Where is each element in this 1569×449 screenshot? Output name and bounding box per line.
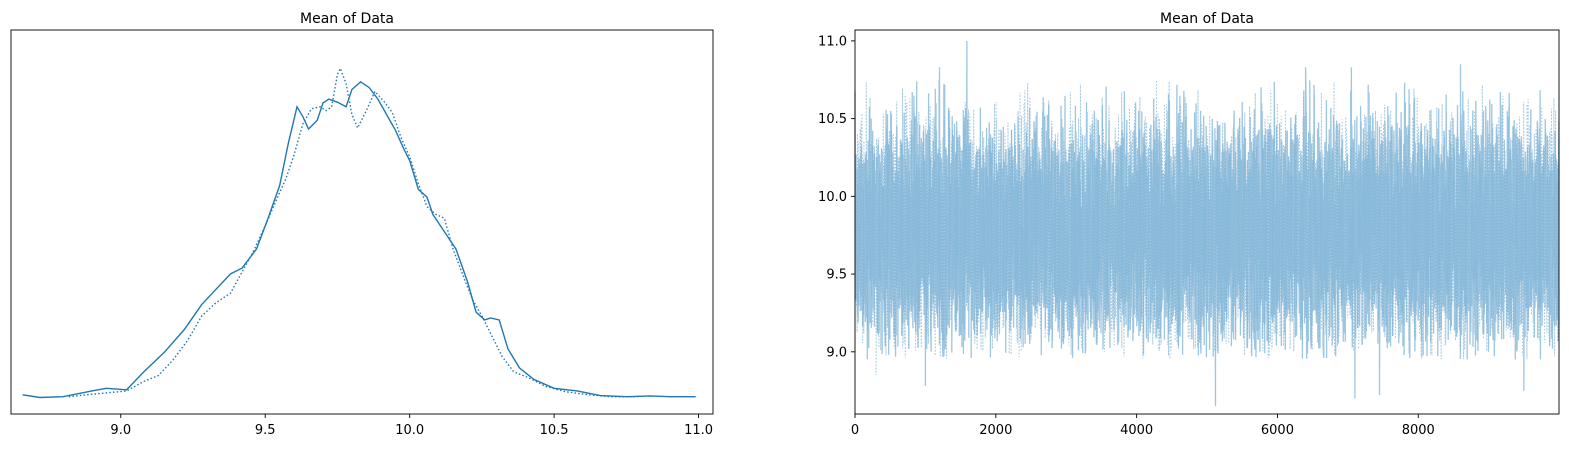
trace-xtick-label: 2000: [979, 423, 1012, 438]
kde-line-dotted: [68, 66, 638, 398]
trace-title: Mean of Data: [1160, 11, 1254, 27]
kde-x-axis: 9.0 9.5 10.0 10.5 11.0: [110, 414, 713, 438]
trace-xtick-label: 8000: [1402, 423, 1435, 438]
kde-xtick-label: 10.5: [540, 423, 569, 438]
kde-panel: Mean of Data 9.0 9.5 10.0 10.5 11.0: [10, 11, 714, 438]
kde-xtick-label: 9.5: [255, 423, 276, 438]
trace-axes-frame: [854, 29, 1560, 415]
kde-title: Mean of Data: [300, 11, 394, 27]
trace-ytick-label: 10.5: [818, 112, 847, 127]
trace-y-axis: 9.0 9.5 10.0 10.5 11.0: [818, 34, 855, 360]
trace-ytick-label: 11.0: [818, 34, 847, 49]
trace-ytick-label: 9.5: [826, 268, 847, 283]
trace-panel: Mean of Data 0 2000 4000 6000 8000 9.0 9.5 10.…: [818, 11, 1560, 438]
kde-xtick-label: 11.0: [684, 423, 713, 438]
trace-ytick-label: 10.0: [818, 190, 847, 205]
kde-axes-frame: [10, 29, 714, 415]
trace-xtick-label: 0: [851, 423, 859, 438]
trace-ytick-label: 9.0: [826, 345, 847, 360]
trace-xtick-label: 6000: [1261, 423, 1294, 438]
trace-line-dotted: [854, 80, 1560, 376]
kde-line-solid: [22, 80, 696, 399]
kde-xtick-label: 10.0: [395, 423, 424, 438]
trace-series-group: [854, 40, 1560, 407]
trace-x-axis: 0 2000 4000 6000 8000: [851, 414, 1435, 438]
kde-xtick-label: 9.0: [110, 423, 131, 438]
kde-series-group: [22, 66, 696, 399]
trace-xtick-label: 4000: [1120, 423, 1153, 438]
